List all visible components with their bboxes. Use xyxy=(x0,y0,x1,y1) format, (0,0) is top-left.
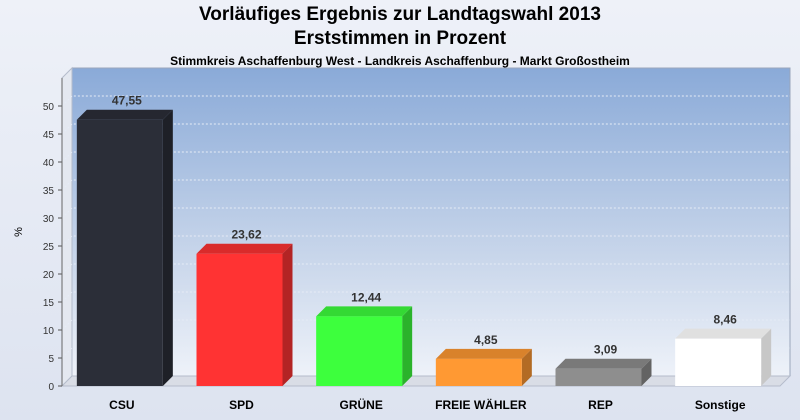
plot-side-wall xyxy=(61,66,73,388)
grid-line xyxy=(61,263,790,275)
y-tick-label: 50 xyxy=(43,102,55,113)
bar-front xyxy=(675,338,762,386)
bar-top xyxy=(316,306,413,317)
chart-title-line2: Erststimmen in Prozent xyxy=(293,28,507,49)
bar-front xyxy=(316,316,403,386)
bar-top xyxy=(435,348,532,359)
y-tick-label: 0 xyxy=(48,382,54,393)
grid-line xyxy=(61,319,790,331)
x-tick-label: Sonstige xyxy=(695,398,746,412)
bar-front xyxy=(76,119,163,386)
bar-top xyxy=(555,358,652,369)
bar-spd xyxy=(196,243,293,386)
grid-line xyxy=(61,179,790,191)
plot-back-wall xyxy=(71,67,791,377)
grid-lines xyxy=(61,95,790,359)
data-label: 4,85 xyxy=(474,333,498,347)
y-axis: 0 5 10 15 20 25 30 35 40 45 50% xyxy=(13,78,63,393)
y-tick-label: 10 xyxy=(43,326,55,337)
y-tick-label: 30 xyxy=(43,214,55,225)
y-axis-label: % xyxy=(13,227,25,237)
bar-top xyxy=(76,109,173,120)
bar-csu xyxy=(76,109,173,386)
bar-front xyxy=(196,253,283,386)
y-tick-label: 40 xyxy=(43,158,55,169)
bar-rep xyxy=(555,358,652,386)
bar-top xyxy=(675,328,772,339)
x-tick-label: GRÜNE xyxy=(339,397,382,412)
y-tick-label: 35 xyxy=(43,186,55,197)
grid-line xyxy=(61,123,790,135)
grid-line xyxy=(61,151,790,163)
data-label: 8,46 xyxy=(713,313,737,327)
y-tick-label: 20 xyxy=(43,270,55,281)
bar-freie-wähler xyxy=(435,348,532,386)
x-axis: CSU SPD GRÜNE FREIE WÄHLER REP Sonstige xyxy=(109,397,746,412)
grid-line xyxy=(61,207,790,219)
bar-top xyxy=(196,243,293,254)
bar-side xyxy=(521,348,532,386)
bar-front xyxy=(435,358,522,386)
x-tick-label: CSU xyxy=(109,398,134,412)
y-tick-label: 5 xyxy=(48,354,54,365)
bar-front xyxy=(555,368,642,386)
bar-side xyxy=(402,306,413,386)
grid-line xyxy=(61,347,790,359)
grid-line xyxy=(61,235,790,247)
bars xyxy=(76,109,772,386)
data-label: 47,55 xyxy=(112,94,142,108)
bar-side xyxy=(761,328,772,386)
grid-line xyxy=(61,291,790,303)
data-label: 23,62 xyxy=(231,228,261,242)
bar-side xyxy=(162,109,173,386)
data-label: 12,44 xyxy=(351,290,381,304)
x-tick-label: SPD xyxy=(229,398,254,412)
y-tick-label: 25 xyxy=(43,242,55,253)
data-label: 3,09 xyxy=(594,343,618,357)
chart-subtitle: Stimmkreis Aschaffenburg West - Landkrei… xyxy=(170,54,630,68)
y-tick-label: 15 xyxy=(43,298,55,309)
y-tick-label: 45 xyxy=(43,130,55,141)
bar-sonstige xyxy=(675,328,772,386)
x-tick-label: REP xyxy=(588,398,613,412)
chart-title: Vorläufiges Ergebnis zur Landtagswahl 20… xyxy=(199,4,601,25)
bar-grüne xyxy=(316,306,413,386)
bar-side xyxy=(282,243,293,386)
grid-line xyxy=(61,95,790,107)
value-labels: 47,55 23,62 12,44 4,85 3,09 8,46 xyxy=(112,94,737,357)
bar-side xyxy=(641,358,652,386)
x-tick-label: FREIE WÄHLER xyxy=(435,397,527,412)
